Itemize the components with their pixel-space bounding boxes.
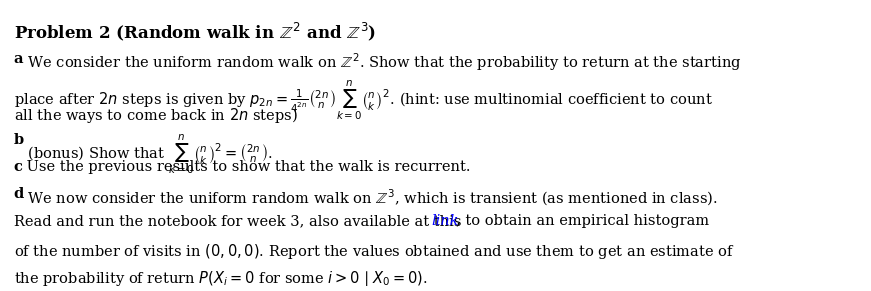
Text: place after $2n$ steps is given by $p_{2n} = \frac{1}{4^{2n}} \binom{2n}{n} \sum: place after $2n$ steps is given by $p_{2… — [14, 79, 712, 122]
Text: a: a — [14, 52, 24, 65]
Text: , to obtain an empirical histogram: , to obtain an empirical histogram — [456, 214, 710, 228]
Text: of the number of visits in $(0,0,0)$. Report the values obtained and use them to: of the number of visits in $(0,0,0)$. Re… — [14, 242, 734, 260]
Text: b: b — [14, 133, 24, 147]
Text: c: c — [14, 160, 23, 174]
Text: Read and run the notebook for week 3, also available at this: Read and run the notebook for week 3, al… — [14, 214, 466, 228]
Text: We consider the uniform random walk on $\mathbb{Z}^2$. Show that the probability: We consider the uniform random walk on $… — [23, 52, 741, 73]
Text: the probability of return $P(X_i = 0$ for some $i > 0 \mid X_0 = 0)$.: the probability of return $P(X_i = 0$ fo… — [14, 269, 428, 288]
Text: (bonus) Show that $\sum_{k=0}^{n} \binom{n}{k}^2 = \binom{2n}{n}$.: (bonus) Show that $\sum_{k=0}^{n} \binom… — [24, 133, 273, 176]
Text: Problem 2 (Random walk in $\mathbb{Z}^2$ and $\mathbb{Z}^3$): Problem 2 (Random walk in $\mathbb{Z}^2$… — [14, 20, 376, 42]
Text: We now consider the uniform random walk on $\mathbb{Z}^3$, which is transient (a: We now consider the uniform random walk … — [24, 187, 718, 208]
Text: d: d — [14, 187, 24, 201]
Text: link: link — [431, 214, 458, 228]
Text: all the ways to come back in $2n$ steps): all the ways to come back in $2n$ steps) — [14, 106, 298, 125]
Text: Use the previous results to show that the walk is recurrent.: Use the previous results to show that th… — [22, 160, 470, 174]
